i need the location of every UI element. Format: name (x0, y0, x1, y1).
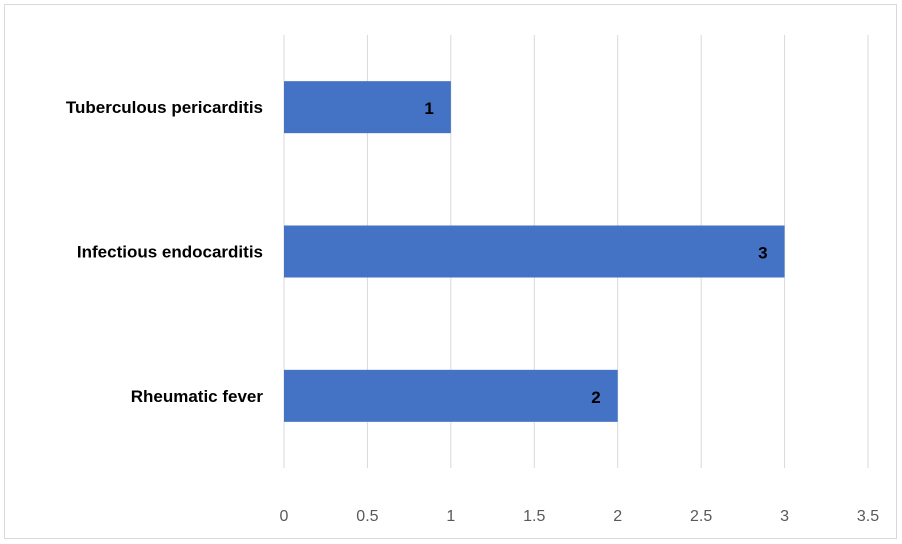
x-tick-label: 2.5 (690, 508, 712, 525)
x-tick-label: 0 (280, 508, 289, 525)
x-tick-label: 1 (446, 508, 455, 525)
x-tick-label: 0.5 (356, 508, 378, 525)
bar (284, 225, 785, 278)
bar-chart: Tuberculous pericarditis Infectious endoc… (66, 35, 880, 525)
x-tick-label: 1.5 (523, 508, 545, 525)
category-label: Tuberculous pericarditis (66, 98, 263, 117)
x-tick-label: 3.5 (857, 508, 879, 525)
bars (284, 81, 785, 422)
x-axis-tick-labels: 0 0.5 1 1.5 2 2.5 3 3.5 (280, 508, 880, 525)
category-label: Rheumatic fever (131, 387, 264, 406)
category-labels: Tuberculous pericarditis Infectious endoc… (66, 98, 264, 406)
data-label: 2 (591, 388, 600, 407)
data-labels: 1 3 2 (424, 99, 767, 407)
data-label: 1 (424, 99, 433, 118)
x-tick-label: 2 (613, 508, 622, 525)
data-label: 3 (758, 244, 767, 263)
category-label: Infectious endocarditis (77, 243, 263, 262)
bar (284, 81, 451, 134)
bar (284, 369, 618, 422)
x-tick-label: 3 (780, 508, 789, 525)
chart-frame: Tuberculous pericarditis Infectious endoc… (4, 4, 897, 539)
